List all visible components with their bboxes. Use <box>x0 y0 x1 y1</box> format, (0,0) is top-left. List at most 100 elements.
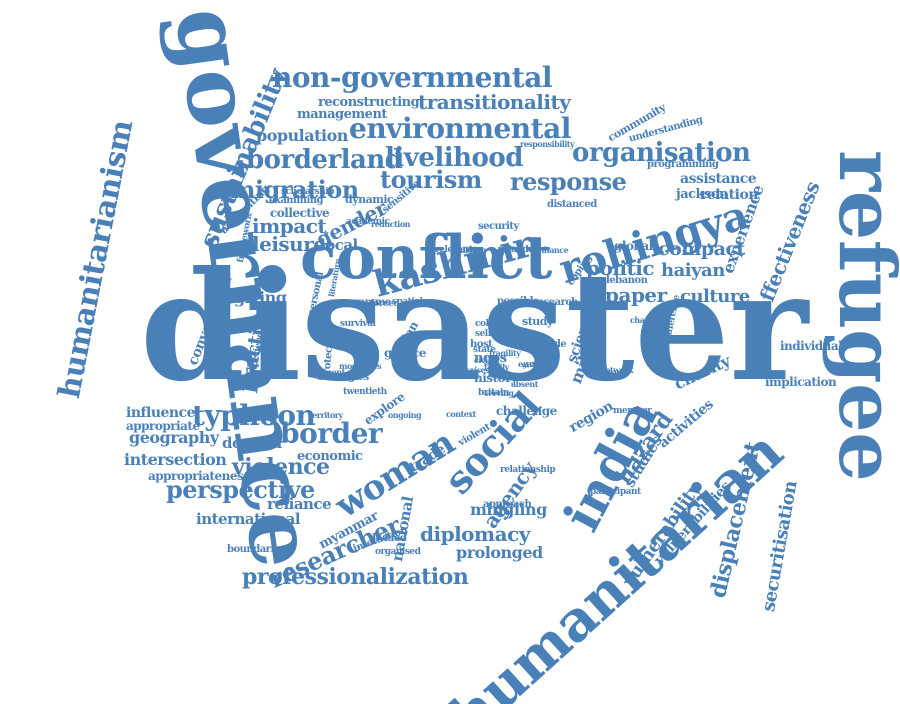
word-migration: migration <box>230 175 359 204</box>
word-transitionality: transitionality <box>418 90 571 114</box>
word-professionalization: professionalization <box>242 564 469 590</box>
word-yolanda: yolanda <box>498 245 534 255</box>
word-crises: crises <box>466 365 490 375</box>
word-politic: politic <box>586 256 655 280</box>
word-spatial: spatial <box>392 297 423 307</box>
word-intersection: intersection <box>124 450 227 469</box>
word-enhance: enhance <box>534 245 569 255</box>
word-domain: domain <box>222 434 282 452</box>
word-leisure: leisure <box>252 232 326 256</box>
word-influence: influence <box>126 405 196 421</box>
word-culture: culture <box>680 286 750 307</box>
word-host: host <box>470 339 493 350</box>
word-compact: compact <box>658 238 745 260</box>
word-organised: organised <box>375 547 421 557</box>
word-member: member <box>613 406 652 416</box>
word-disaster: disaster <box>140 239 808 415</box>
word-livelihood: livelihood <box>385 143 523 173</box>
word-tourism: tourism <box>380 165 482 194</box>
word-non-governmental: non-governmental <box>272 61 552 94</box>
word-lebanon: lebanon <box>606 275 648 286</box>
word-academic: academic <box>346 217 390 227</box>
word-reliance: reliance <box>267 495 332 513</box>
word-haiyan: haiyan <box>661 260 725 281</box>
word-state: state <box>473 345 496 355</box>
word-organisation: organisation <box>572 138 751 168</box>
word-environmental: environmental <box>349 112 571 145</box>
word-appropriateness: appropriateness <box>148 469 250 483</box>
word-paper: paper <box>605 283 667 307</box>
word-securitisation: securitisation <box>758 479 802 614</box>
word-survival: survival <box>340 319 376 329</box>
word-programming: programming <box>647 159 719 170</box>
word-conflict: conflict <box>300 223 552 293</box>
word-security: security <box>478 221 519 232</box>
word-reduction: reduction <box>371 219 410 229</box>
word-ongoing: ongoing <box>388 410 422 420</box>
word-modalities: modalities <box>339 361 381 371</box>
word-twentieth: twentieth <box>343 387 387 397</box>
word-serving: serving <box>484 388 514 398</box>
word-history: history <box>474 371 518 385</box>
word-giving: giving <box>234 288 287 307</box>
word-implication: implication <box>765 375 837 389</box>
word-jackson: jackson <box>676 187 729 202</box>
word-britain: britain <box>478 388 509 398</box>
word-typhoon: typhoon <box>192 399 316 432</box>
word-strategies: strategies <box>318 372 369 383</box>
word-mingling: mingling <box>470 500 547 519</box>
word-population: population <box>256 126 348 145</box>
word-geography: geography <box>129 428 219 447</box>
word-relationship: relationship <box>500 465 556 475</box>
word-international: international <box>196 510 301 528</box>
word-relation: relation <box>700 187 758 203</box>
word-local: local <box>320 236 358 254</box>
word-research: research <box>533 297 578 308</box>
word-violence: violence <box>232 454 330 480</box>
word-challenge: challenge <box>496 404 557 418</box>
word-civil: civil <box>474 355 491 365</box>
word-divided: divided <box>369 533 407 544</box>
word-theory: theory <box>592 367 618 377</box>
word-absent: absent <box>511 379 538 389</box>
word-building: building <box>452 245 486 255</box>
word-study: study <box>522 315 553 328</box>
word-cole: cole <box>475 319 494 329</box>
word-borderland: borderland <box>246 145 403 175</box>
word-refugee: refugee <box>821 150 900 482</box>
word-fragility: fragility <box>489 348 521 358</box>
word-boundaries: boundaries <box>227 544 285 555</box>
word-relevant: relevant <box>435 245 473 255</box>
word-collective: collective <box>270 206 330 220</box>
word-scholarship: scholarship <box>281 187 334 197</box>
word-approach: approach <box>483 499 532 510</box>
word-examines: examines <box>518 359 556 369</box>
word-reconstructing: reconstructing <box>318 95 420 110</box>
word-self: self <box>475 329 492 339</box>
word-participant: participant <box>590 487 641 497</box>
word-individual: individual <box>780 339 843 353</box>
word-management: management <box>297 107 387 122</box>
word-global: global <box>614 239 653 253</box>
word-greece: greece <box>384 346 426 360</box>
word-response: response <box>510 167 627 196</box>
word-diplomacy: diplomacy <box>420 522 530 546</box>
word-responsibility: responsibility <box>520 139 575 149</box>
word-ngos: ngos <box>474 351 507 366</box>
word-programme: programme <box>330 297 391 308</box>
word-examining: examining <box>269 195 324 206</box>
word-assistance: assistance <box>680 171 757 187</box>
word-founder: founder <box>340 337 372 347</box>
word-decade: decade <box>530 339 567 350</box>
word-prolonged: prolonged <box>456 543 543 562</box>
word-territory: territory <box>309 410 343 420</box>
word-economic: economic <box>297 449 363 464</box>
word-family: family <box>484 362 509 372</box>
word-chapter: chapter <box>630 315 661 325</box>
word-impact: impact <box>252 214 327 238</box>
word-distanced: distanced <box>547 199 597 210</box>
word-appropriate: appropriate <box>126 419 200 433</box>
word-possible: possible <box>497 296 539 307</box>
word-forced: forced <box>370 299 400 309</box>
